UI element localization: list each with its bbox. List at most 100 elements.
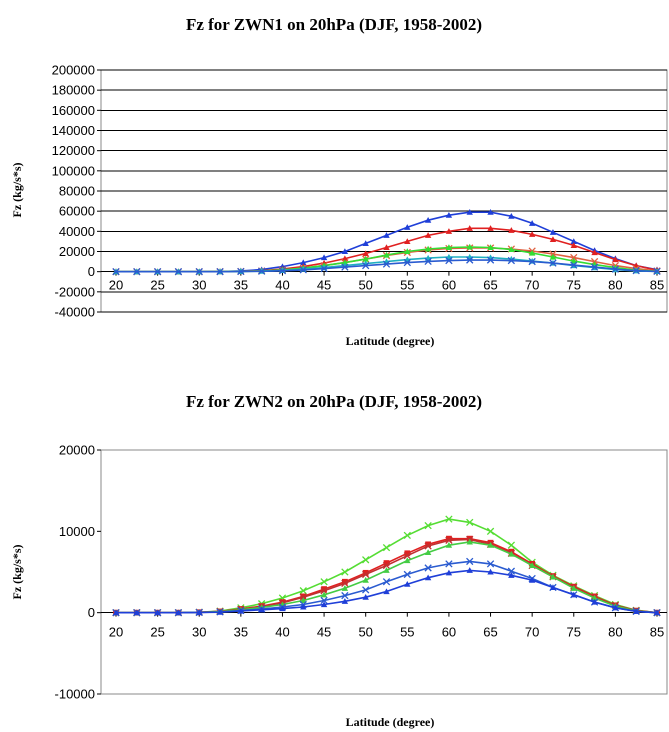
data-point — [653, 609, 661, 616]
chart-title: Fz for ZWN2 on 20hPa (DJF, 1958-2002) — [186, 392, 482, 411]
data-point — [612, 604, 619, 611]
data-point — [590, 263, 599, 271]
data-point — [216, 608, 224, 615]
data-point — [445, 515, 453, 523]
data-point — [549, 573, 557, 580]
data-point — [424, 217, 432, 223]
y-tick-label: 140000 — [52, 123, 95, 138]
data-point — [341, 568, 349, 576]
data-point — [424, 542, 432, 550]
series-4 — [112, 538, 661, 616]
series-line — [116, 541, 658, 614]
data-point — [591, 249, 598, 256]
data-point — [403, 531, 411, 540]
x-tick-label: 70 — [525, 278, 539, 293]
data-point — [445, 541, 453, 548]
data-point — [154, 609, 161, 616]
data-point — [570, 238, 577, 244]
data-point — [175, 609, 182, 616]
data-point — [404, 557, 411, 564]
data-point — [486, 560, 495, 568]
series-line — [116, 537, 658, 614]
data-point — [570, 591, 577, 598]
data-point — [362, 261, 370, 270]
x-tick-label: 75 — [567, 278, 581, 293]
y-tick-label: 100000 — [52, 163, 95, 178]
data-point — [383, 567, 390, 573]
data-point — [362, 586, 370, 594]
data-point — [362, 594, 369, 600]
data-point — [528, 562, 536, 569]
data-point — [445, 212, 453, 218]
data-point — [362, 569, 369, 576]
data-point — [508, 572, 515, 578]
data-point — [445, 560, 453, 568]
data-point — [445, 536, 453, 544]
x-tick-label: 65 — [483, 625, 497, 640]
data-point — [404, 550, 411, 557]
y-tick-labels: -10000 0 10000 20000 — [55, 443, 101, 702]
x-tick-label: 85 — [650, 278, 664, 293]
data-point — [549, 584, 557, 591]
y-tick-label: -40000 — [55, 305, 95, 320]
data-point — [446, 535, 452, 542]
data-point — [320, 587, 328, 595]
data-point — [237, 267, 245, 276]
y-tick-label: 0 — [88, 264, 95, 279]
y-tick-label: 120000 — [52, 143, 95, 158]
data-point — [612, 256, 619, 263]
data-point — [508, 213, 515, 219]
data-point — [591, 598, 598, 605]
data-point — [466, 243, 473, 250]
series-group — [112, 208, 661, 276]
x-tick-label: 85 — [650, 625, 664, 640]
data-point — [528, 231, 536, 237]
data-point — [320, 254, 328, 261]
y-tick-label: 10000 — [59, 524, 95, 539]
data-point — [320, 591, 328, 598]
x-tick-label: 60 — [442, 278, 456, 293]
data-point — [382, 260, 391, 268]
data-point — [424, 549, 432, 556]
x-tick-label: 75 — [567, 625, 581, 640]
data-point — [507, 541, 516, 549]
chart-title: Fz for ZWN1 on 20hPa (DJF, 1958-2002) — [186, 15, 482, 34]
data-point — [362, 570, 370, 579]
x-tick-labels: 20 25 30 35 40 45 50 55 60 65 70 75 80 85 — [109, 612, 664, 640]
data-point — [112, 268, 120, 276]
data-point — [424, 521, 432, 530]
data-point — [341, 255, 349, 262]
series-6 — [112, 567, 661, 616]
data-point — [466, 225, 473, 231]
data-point — [341, 585, 349, 591]
series-group — [112, 515, 661, 617]
data-point — [528, 576, 536, 583]
data-point — [299, 266, 307, 274]
data-point — [341, 248, 349, 255]
data-point — [133, 268, 141, 276]
x-tick-label: 70 — [525, 625, 539, 640]
data-point — [341, 263, 349, 271]
data-point — [570, 253, 578, 262]
data-point — [196, 609, 203, 616]
data-point — [570, 257, 577, 264]
data-point — [487, 244, 494, 251]
data-point — [133, 609, 141, 616]
y-tick-label: 20000 — [59, 244, 95, 259]
data-point — [508, 550, 515, 557]
data-point — [300, 603, 307, 610]
data-point — [632, 608, 640, 615]
plot-frame — [100, 449, 668, 695]
data-point — [321, 586, 327, 592]
data-point — [403, 258, 411, 267]
x-tick-label: 35 — [234, 278, 248, 293]
y-tick-labels: -40000 -20000 0 20000 40000 60000 80000 100000 1… — [52, 63, 101, 320]
data-point — [507, 256, 516, 265]
x-tick-label: 20 — [109, 625, 123, 640]
data-point — [382, 543, 391, 552]
data-point — [466, 538, 473, 545]
data-point — [341, 591, 349, 600]
data-point — [383, 232, 390, 238]
data-point — [153, 268, 162, 276]
